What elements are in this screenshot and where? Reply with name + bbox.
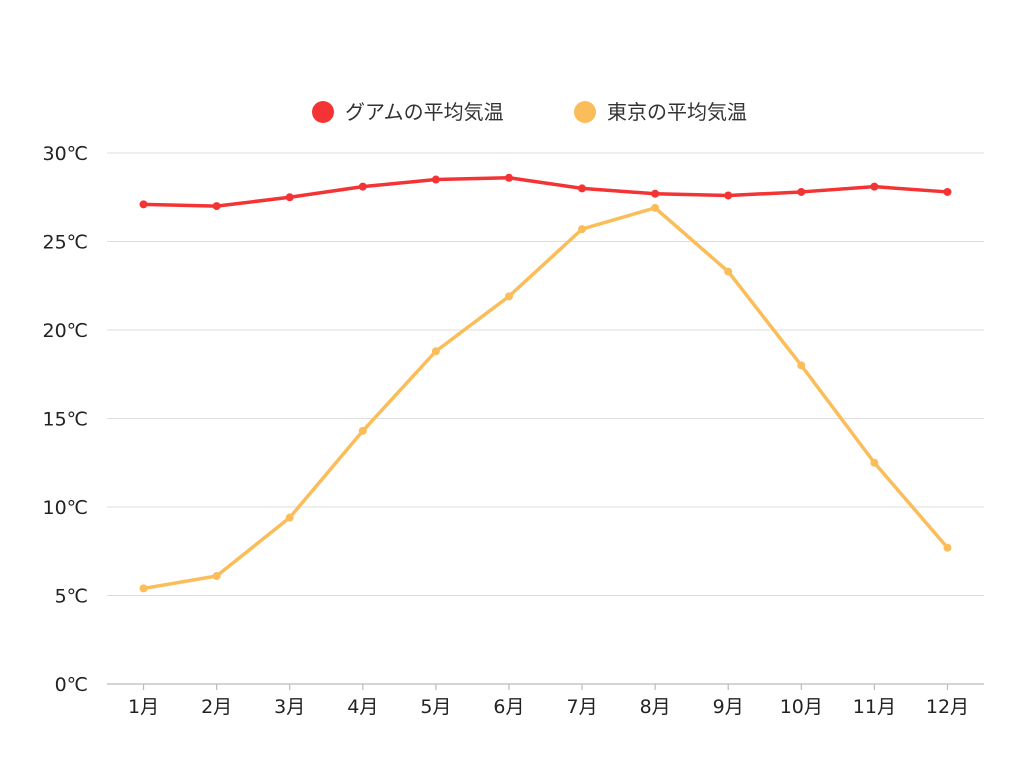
data-point: [870, 182, 879, 191]
data-point: [139, 200, 148, 209]
data-point: [212, 202, 221, 211]
y-tick-label: 20℃: [42, 320, 88, 342]
data-point: [797, 187, 806, 196]
legend-swatch: [312, 101, 334, 123]
data-point: [504, 292, 513, 301]
y-axis-ticks: 0℃ 5℃ 10℃ 15℃ 20℃ 25℃ 30℃: [42, 143, 88, 696]
data-point: [724, 267, 733, 276]
x-tick-label: 6月: [493, 696, 524, 718]
data-point: [212, 572, 221, 581]
data-point: [724, 191, 733, 200]
x-tick-label: 1月: [128, 696, 159, 718]
y-tick-label: 25℃: [42, 232, 88, 254]
data-point: [139, 584, 148, 593]
series-line-1: [141, 176, 950, 208]
data-point: [797, 361, 806, 370]
data-point: [578, 225, 587, 234]
x-axis-ticks: 1月 2月 3月 4月 5月 6月 7月 8月 9月 10月 11月 12月: [128, 684, 969, 718]
data-point: [943, 543, 952, 552]
legend-swatch: [574, 101, 596, 123]
data-point: [358, 182, 367, 191]
x-tick-label: 2月: [201, 696, 232, 718]
series-line-2: [141, 206, 950, 591]
grid: [107, 152, 984, 685]
y-tick-label: 0℃: [55, 674, 88, 696]
data-point: [870, 458, 879, 467]
x-tick-label: 12月: [926, 696, 969, 718]
x-tick-label: 11月: [853, 696, 896, 718]
legend: グアムの平均気温 東京の平均気温: [312, 100, 747, 124]
y-tick-label: 15℃: [42, 409, 88, 431]
x-tick-label: 10月: [780, 696, 823, 718]
legend-item[interactable]: 東京の平均気温: [574, 100, 747, 124]
x-tick-label: 8月: [640, 696, 671, 718]
data-point: [285, 513, 294, 522]
x-tick-label: 9月: [713, 696, 744, 718]
data-point: [504, 173, 513, 182]
data-point: [651, 203, 660, 212]
x-tick-label: 3月: [274, 696, 305, 718]
y-tick-label: 30℃: [42, 143, 88, 165]
data-point: [578, 184, 587, 193]
data-point: [431, 347, 440, 356]
legend-label: グアムの平均気温: [345, 100, 504, 124]
data-point: [651, 189, 660, 198]
series-group: [139, 173, 952, 593]
legend-label: 東京の平均気温: [607, 100, 747, 124]
data-point: [431, 175, 440, 184]
data-point: [943, 187, 952, 196]
legend-item[interactable]: グアムの平均気温: [312, 100, 504, 124]
data-point: [358, 426, 367, 435]
x-tick-label: 5月: [420, 696, 451, 718]
data-point: [285, 193, 294, 202]
y-tick-label: 5℃: [55, 586, 88, 608]
x-tick-label: 4月: [347, 696, 378, 718]
y-tick-label: 10℃: [42, 497, 88, 519]
x-tick-label: 7月: [566, 696, 597, 718]
